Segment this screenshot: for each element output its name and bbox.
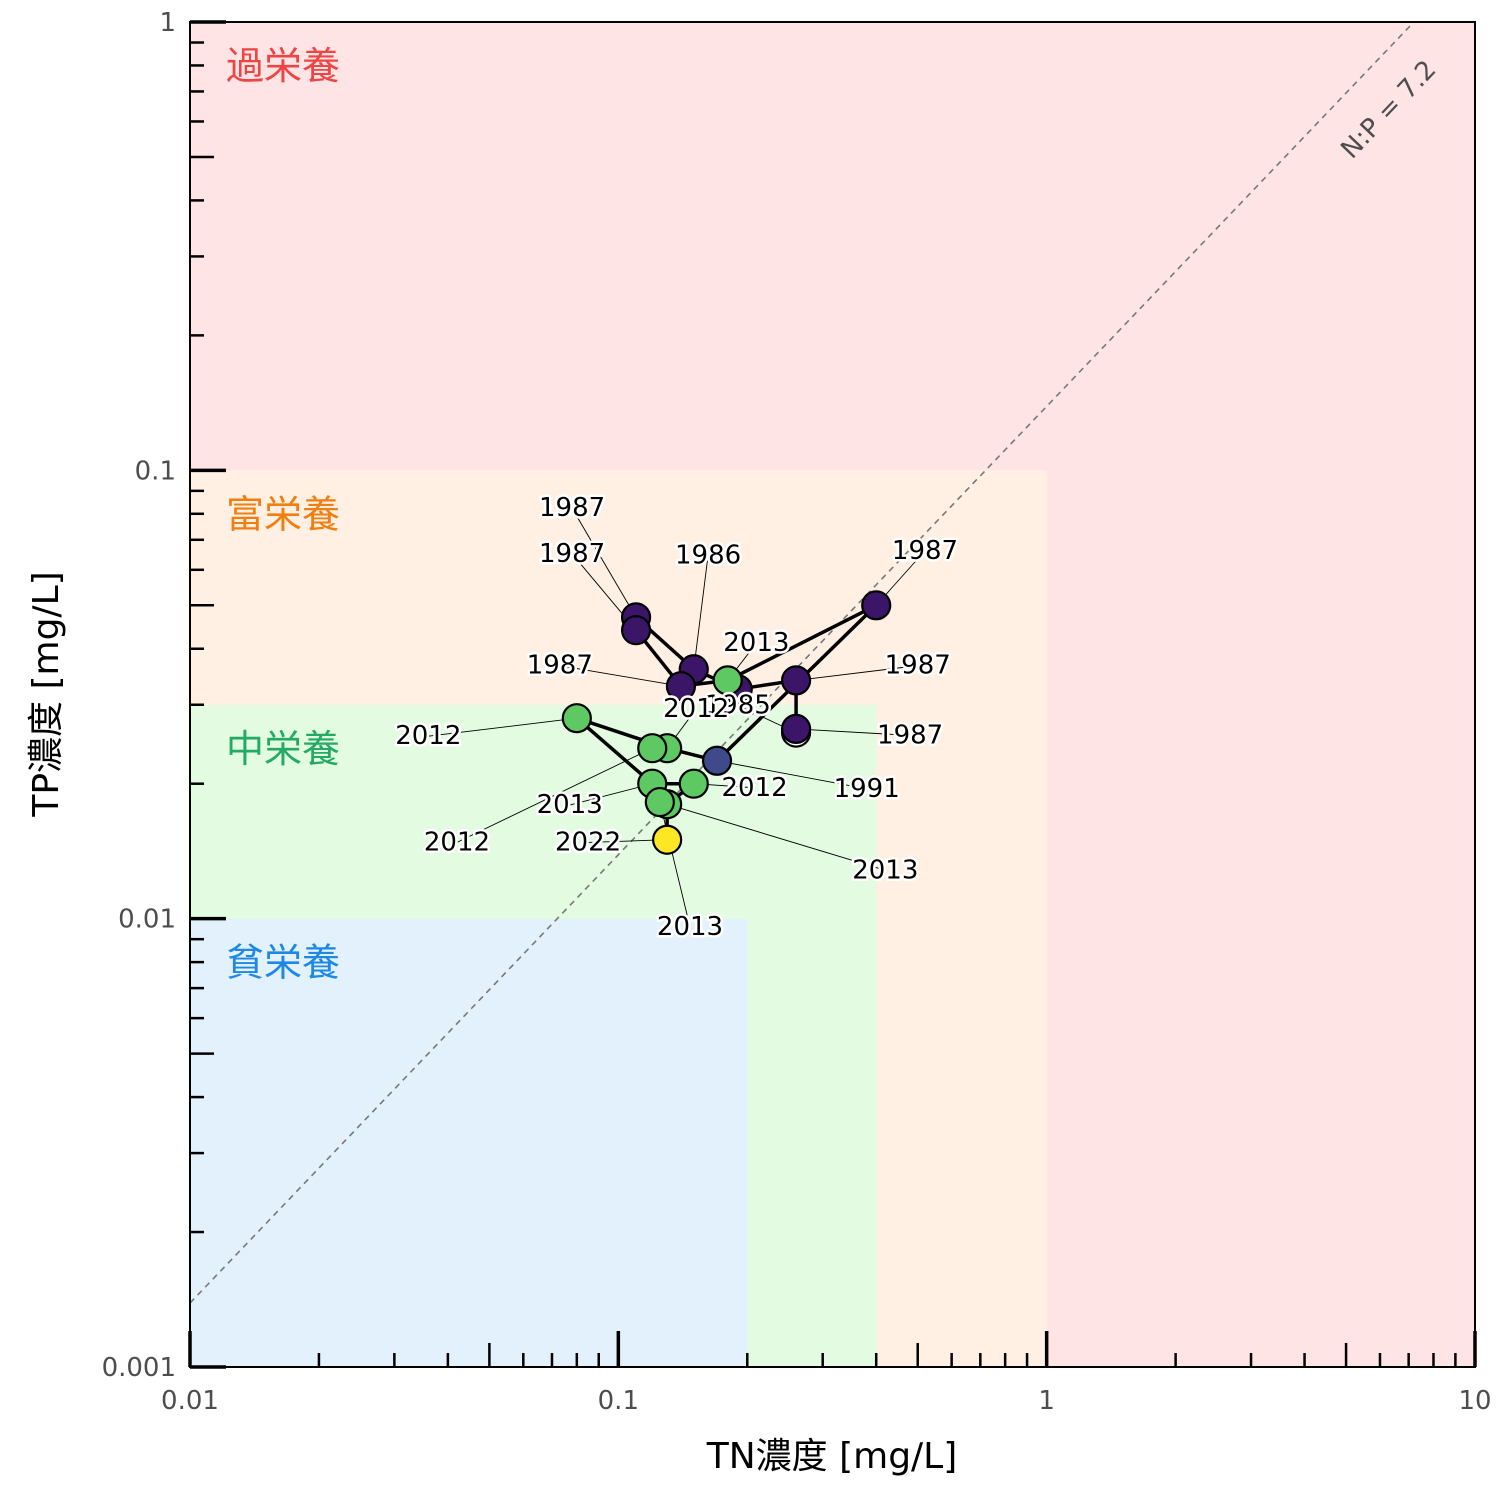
year-label: 2013 [657, 912, 723, 942]
data-point [712, 665, 743, 696]
x-tick-label: 0.01 [161, 1386, 219, 1416]
zone-label-0: 過栄養 [226, 44, 340, 88]
zone-label-2: 中栄養 [226, 727, 340, 771]
data-point [861, 590, 892, 621]
year-label: 1987 [539, 539, 605, 569]
data-point [780, 665, 812, 696]
data-point [701, 745, 733, 776]
year-label: 2012 [395, 721, 461, 751]
year-labels: 1985 1986 1987 1987 1987 1987 1987 1987 1991 2012… [393, 491, 961, 945]
zone-label-1: 富栄養 [226, 492, 340, 536]
leader-line [659, 801, 691, 928]
zone-label-3: 貧栄養 [226, 941, 340, 985]
year-label: 1987 [877, 720, 943, 750]
data-point [678, 768, 709, 799]
leader-line [456, 747, 653, 843]
data-point [652, 824, 683, 855]
data-point [620, 615, 652, 646]
year-label: 1987 [885, 651, 951, 681]
x-tick-label: 10 [1458, 1386, 1491, 1416]
y-tick-label: 0.1 [135, 456, 176, 486]
leader-line [428, 717, 577, 737]
x-axis-title: TN濃度 [mg/L] [706, 1436, 958, 1477]
year-label: 1991 [834, 774, 900, 804]
year-label: 2012 [424, 827, 490, 857]
zone-3 [190, 918, 748, 1367]
leader-line [571, 508, 637, 618]
data-point [780, 713, 812, 745]
y-axis-title: TP濃度 [mg/L] [26, 571, 67, 817]
year-label: 1987 [527, 651, 593, 681]
year-label: 2013 [723, 628, 789, 658]
leader-line [693, 555, 709, 670]
x-tick-label: 1 [1038, 1386, 1055, 1416]
leader-line [716, 760, 867, 790]
year-label: 1986 [675, 540, 741, 570]
leader-line [796, 665, 918, 681]
data-point [637, 733, 668, 764]
year-label: 1987 [892, 536, 958, 566]
year-label: 2013 [537, 790, 603, 820]
data-point [561, 703, 592, 734]
leader-line [667, 803, 886, 871]
plot-frame [189, 21, 1476, 1368]
np-ratio-line [190, 22, 1415, 1304]
data-points [561, 590, 892, 855]
year-label: 2012 [663, 694, 729, 724]
year-label: 2022 [555, 827, 621, 857]
data-point [665, 671, 697, 702]
x-tick-label: 0.1 [598, 1386, 639, 1416]
y-tick-label: 1 [159, 8, 176, 38]
y-tick-label: 0.001 [102, 1353, 176, 1383]
year-label: 2013 [852, 855, 918, 885]
y-tick-label: 0.01 [118, 905, 176, 935]
year-label: 2012 [721, 773, 787, 803]
year-label: 1985 [705, 690, 771, 720]
leader-line [796, 728, 911, 736]
trajectory-segment [575, 716, 654, 786]
trajectory-segment [725, 603, 878, 683]
leader-line [559, 665, 682, 687]
year-label: 1987 [539, 493, 605, 523]
data-point [644, 786, 675, 818]
trophic-zones [190, 22, 1475, 1367]
